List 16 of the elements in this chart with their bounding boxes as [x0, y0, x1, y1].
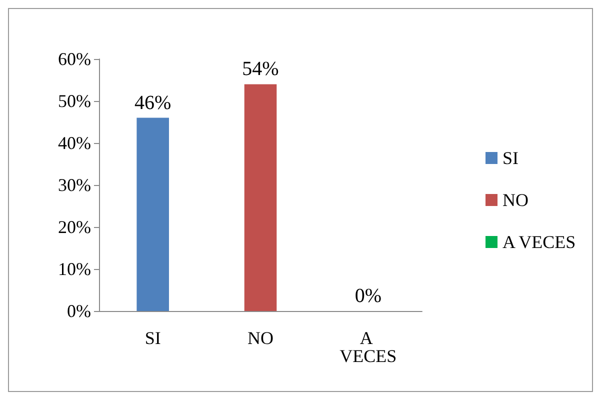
y-tick-label: 40%: [58, 133, 91, 153]
data-label: 54%: [242, 58, 279, 80]
x-tick-label: A VECES: [340, 328, 397, 366]
y-tick-label: 10%: [58, 259, 91, 279]
y-tick-label: 0%: [67, 301, 91, 321]
y-tick-label: 60%: [58, 49, 91, 69]
legend-label: NO: [502, 190, 528, 210]
data-label: 0%: [354, 285, 382, 307]
data-label: 46%: [134, 92, 172, 114]
x-tick-label: SI: [144, 328, 161, 348]
x-tick-label: NO: [248, 328, 274, 348]
y-tick-label: 50%: [58, 91, 91, 111]
legend-label: A VECES: [502, 232, 576, 252]
y-tick-label: 20%: [58, 217, 91, 237]
legend-label: SI: [502, 148, 519, 168]
y-tick-label: 30%: [58, 175, 91, 195]
